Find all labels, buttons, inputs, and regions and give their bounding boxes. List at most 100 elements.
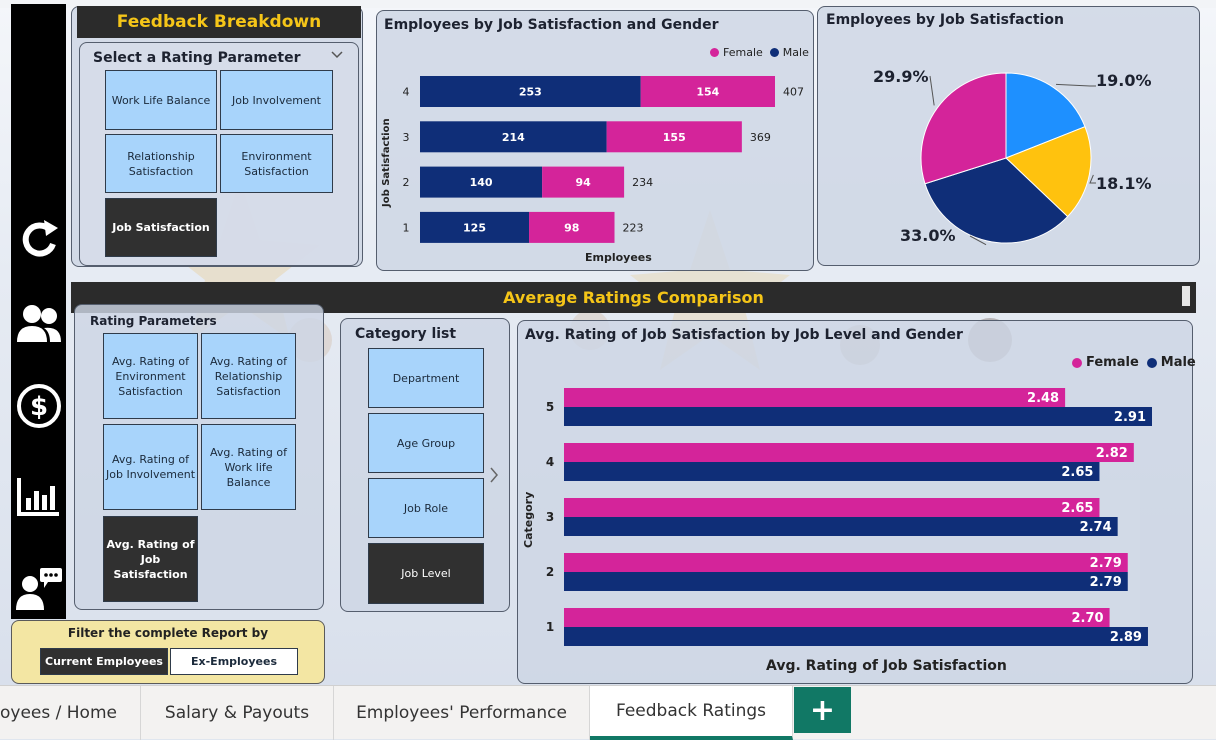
bar-male [420, 121, 607, 153]
category-age-group[interactable]: Age Group [368, 413, 484, 473]
bar-male [420, 166, 543, 198]
level-chart-title: Avg. Rating of Job Satisfaction by Job L… [525, 327, 963, 343]
bar-female [542, 166, 625, 198]
pie-slice-label: 19.0% [1096, 71, 1152, 90]
category-department[interactable]: Department [368, 348, 484, 408]
performance-icon[interactable] [11, 474, 66, 518]
y-tick-label: 4 [403, 86, 410, 99]
bar-value-label: 2.74 [1080, 520, 1112, 535]
y-tick-label: 2 [403, 176, 410, 189]
feedback-breakdown-title: Feedback Breakdown [77, 6, 361, 38]
option-work-life-balance[interactable]: Work Life Balance [105, 70, 217, 130]
bar-label-male: 125 [463, 221, 486, 234]
pie-slice-label: 29.9% [873, 67, 929, 86]
bar-female [564, 608, 1110, 627]
param-work-life-balance[interactable]: Avg. Rating of Work life Balance [201, 424, 296, 510]
param-relationship-satisfaction[interactable]: Avg. Rating of Relationship Satisfaction [201, 333, 296, 419]
pie-chart-title: Employees by Job Satisfaction [826, 12, 1064, 28]
y-tick-label: 3 [403, 131, 410, 144]
pie-slice [1005, 126, 1092, 218]
option-job-satisfaction[interactable]: Job Satisfaction [105, 198, 217, 257]
bar-value-label: 2.65 [1061, 501, 1093, 516]
option-relationship-satisfaction[interactable]: Relationship Satisfaction [105, 134, 217, 193]
chevron-down-icon[interactable] [330, 50, 344, 60]
option-environment-satisfaction[interactable]: Environment Satisfaction [220, 134, 333, 193]
category-job-level[interactable]: Job Level [368, 543, 484, 604]
param-job-involvement[interactable]: Avg. Rating of Job Involvement [103, 424, 198, 510]
tab-salary-payouts[interactable]: Salary & Payouts [141, 686, 334, 740]
pie-leader-line [1089, 174, 1096, 184]
category-job-role[interactable]: Job Role [368, 478, 484, 538]
y-tick-label: 3 [546, 510, 554, 524]
filter-current-employees[interactable]: Current Employees [40, 648, 168, 675]
bar-label-male: 140 [470, 176, 493, 189]
level-chart-ylabel: Category [522, 491, 535, 549]
bar-label-male: 214 [502, 131, 525, 144]
y-tick-label: 2 [546, 565, 554, 579]
bar-label-female: 155 [663, 131, 686, 144]
bar-male [564, 572, 1128, 591]
bar-value-label: 2.65 [1061, 465, 1093, 480]
left-nav-bar: $ [11, 4, 66, 619]
salary-icon[interactable]: $ [11, 382, 66, 430]
tab-feedback-ratings[interactable]: Feedback Ratings [590, 686, 793, 740]
pie-leader-line [929, 75, 935, 106]
option-job-involvement[interactable]: Job Involvement [220, 70, 333, 130]
legend-female-dot [1072, 357, 1082, 368]
y-tick-label: 5 [546, 400, 554, 414]
svg-text:$: $ [29, 392, 47, 422]
bar-label-male: 253 [519, 86, 542, 99]
rating-parameters-title: Rating Parameters [90, 314, 217, 328]
y-tick-label: 1 [403, 221, 410, 234]
y-tick-label: 1 [546, 620, 554, 634]
legend-female-dot [710, 48, 719, 57]
legend-male-label: Male [782, 46, 809, 59]
employees-icon[interactable] [11, 302, 66, 346]
bar-female [529, 211, 615, 243]
bar-female [564, 443, 1134, 462]
reset-icon[interactable] [11, 216, 66, 262]
rating-selector-title: Select a Rating Parameter [93, 50, 301, 66]
legend-female-label: Female [723, 46, 763, 59]
page-tab-bar: oyees / Home Salary & Payouts Employees'… [0, 685, 1216, 740]
chevron-right-icon[interactable] [488, 466, 500, 484]
pie-leader-line [1056, 83, 1096, 87]
bar-female [564, 498, 1100, 517]
bar-value-label: 2.79 [1090, 556, 1122, 571]
param-job-satisfaction[interactable]: Avg. Rating of Job Satisfaction [103, 516, 198, 602]
gender-chart-legend: Female Male [710, 46, 809, 59]
pie-slice [1005, 72, 1086, 159]
bar-female [564, 553, 1128, 572]
legend-female-label: Female [1086, 355, 1139, 370]
bar-value-label: 2.82 [1096, 446, 1128, 461]
tab-employees-home[interactable]: oyees / Home [0, 686, 141, 740]
pie-chart-plot: 19.0% 18.1% 33.0% 29.9% [873, 67, 1152, 246]
legend-male-label: Male [1160, 355, 1196, 370]
pie-slice [924, 157, 1069, 244]
y-tick-label: 4 [546, 455, 554, 469]
pie-leader-line [969, 235, 987, 246]
add-page-button[interactable]: + [794, 687, 851, 733]
bar-label-female: 154 [696, 86, 719, 99]
gender-chart-title: Employees by Job Satisfaction and Gender [384, 17, 719, 33]
category-list-title: Category list [355, 326, 457, 342]
bar-value-label: 2.91 [1114, 410, 1146, 425]
bar-female [640, 76, 775, 107]
bar-total-label: 223 [623, 221, 644, 234]
level-chart-legend: Female Male [1072, 355, 1196, 370]
bar-label-female: 94 [575, 176, 591, 189]
gender-chart-plot: 253 154 407 4 214 155 369 3 140 94 234 2 125 98 223 1 [403, 76, 804, 243]
bar-male [564, 627, 1148, 646]
bar-male [564, 407, 1152, 426]
gender-chart-xlabel: Employees [585, 251, 652, 264]
pie-slice [920, 72, 1007, 185]
filter-ex-employees[interactable]: Ex-Employees [170, 648, 298, 675]
scroll-handle[interactable] [1182, 286, 1190, 306]
feedback-icon[interactable] [11, 566, 66, 612]
level-chart-xlabel: Avg. Rating of Job Satisfaction [766, 658, 1007, 674]
param-environment-satisfaction[interactable]: Avg. Rating of Environment Satisfaction [103, 333, 198, 419]
bar-value-label: 2.48 [1027, 391, 1059, 406]
tab-employees-performance[interactable]: Employees' Performance [334, 686, 590, 740]
bar-female [564, 388, 1066, 407]
bar-total-label: 234 [632, 176, 653, 189]
